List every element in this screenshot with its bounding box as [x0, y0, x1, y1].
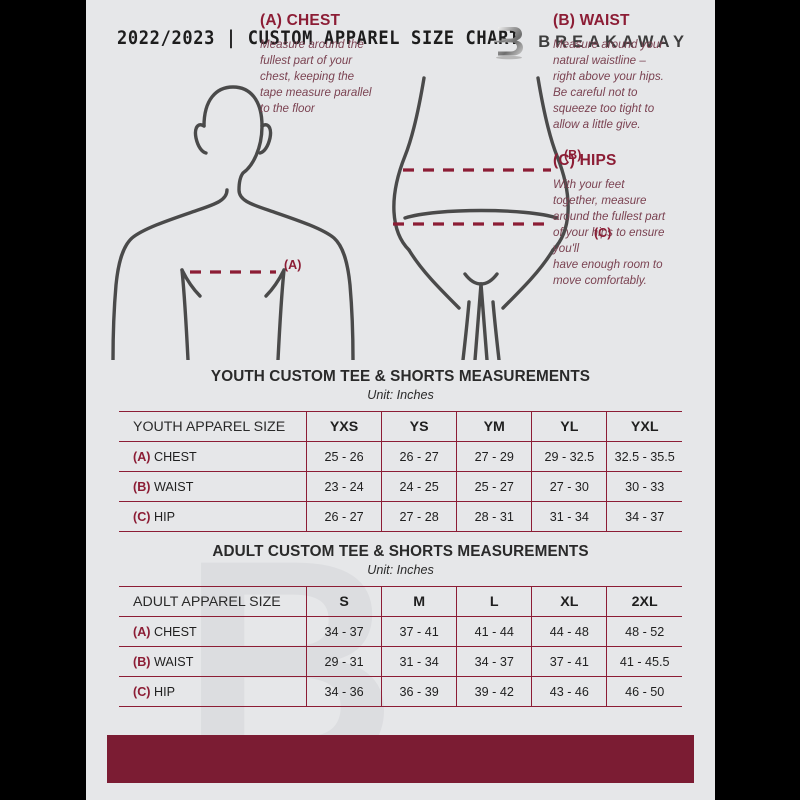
- adult-waist-l: 34 - 37: [456, 646, 533, 677]
- adult-chest-s: 34 - 37: [306, 616, 383, 647]
- youth-size-table-block: YOUTH CUSTOM TEE & SHORTS MEASUREMENTS U…: [86, 368, 715, 532]
- table-row: (A) CHEST 25 - 26 26 - 27 27 - 29 29 - 3…: [119, 441, 682, 472]
- youth-chest-ym: 27 - 29: [456, 441, 533, 472]
- row-label-chest: CHEST: [153, 624, 197, 639]
- instruction-chest: (A) CHEST Measure around the fullest par…: [260, 12, 410, 117]
- youth-waist-yxs: 23 - 24: [306, 471, 383, 502]
- youth-size-col-0: YXS: [306, 411, 383, 442]
- instruction-chest-body: Measure around the fullest part of your …: [260, 38, 372, 115]
- adult-apparel-size-header: ADULT APPAREL SIZE: [119, 586, 307, 617]
- youth-hip-ym: 28 - 31: [456, 501, 533, 532]
- measurement-illustrations: [86, 70, 715, 360]
- adult-size-table: ADULT APPAREL SIZE S M L XL 2XL (A) CHES…: [119, 586, 682, 707]
- marker-b-label: (B): [564, 148, 582, 162]
- page-header: 2022/2023 | CUSTOM APPAREL SIZE CHART: [86, 22, 715, 62]
- adult-table-unit: Unit: Inches: [367, 563, 434, 577]
- youth-chest-yl: 29 - 32.5: [531, 441, 608, 472]
- lower-body-figure: [392, 76, 570, 360]
- adult-chest-m: 37 - 41: [381, 616, 458, 647]
- table-row: (C) HIP 26 - 27 27 - 28 28 - 31 31 - 34 …: [119, 501, 682, 532]
- youth-apparel-size-header: YOUTH APPAREL SIZE: [119, 411, 307, 442]
- table-row: (B) WAIST 29 - 31 31 - 34 34 - 37 37 - 4…: [119, 646, 682, 677]
- youth-row-hip-label: (C) HIP: [119, 501, 307, 532]
- table-row: (A) CHEST 34 - 37 37 - 41 41 - 44 44 - 4…: [119, 616, 682, 647]
- adult-size-col-3: XL: [531, 586, 608, 617]
- instruction-waist-body: Measure around your natural waistline – …: [553, 38, 664, 131]
- youth-size-col-4: YXL: [606, 411, 682, 442]
- table-header-row: ADULT APPAREL SIZE S M L XL 2XL: [119, 586, 682, 617]
- table-row: (C) HIP 34 - 36 36 - 39 39 - 42 43 - 46 …: [119, 676, 682, 707]
- brand-name: BREAKAWAY: [538, 32, 689, 51]
- row-tag-a: (A): [133, 449, 151, 464]
- youth-hip-ys: 27 - 28: [381, 501, 458, 532]
- row-tag-c: (C): [133, 684, 151, 699]
- instruction-waist: (B) WAIST Measure around your natural wa…: [553, 12, 708, 133]
- youth-hip-yxs: 26 - 27: [306, 501, 383, 532]
- adult-chest-xl: 44 - 48: [531, 616, 608, 647]
- youth-waist-ys: 24 - 25: [381, 471, 458, 502]
- youth-waist-yl: 27 - 30: [531, 471, 608, 502]
- breakaway-b-monogram-icon: [494, 27, 524, 60]
- row-label-hip: HIP: [153, 684, 175, 699]
- adult-table-title: ADULT CUSTOM TEE & SHORTS MEASUREMENTS: [212, 543, 589, 560]
- row-tag-b: (B): [133, 479, 151, 494]
- youth-row-waist-label: (B) WAIST: [119, 471, 307, 502]
- adult-chest-l: 41 - 44: [456, 616, 533, 647]
- adult-row-chest-label: (A) CHEST: [119, 616, 307, 647]
- youth-row-chest-label: (A) CHEST: [119, 441, 307, 472]
- adult-size-col-1: M: [381, 586, 458, 617]
- instruction-hips-title: (C) HIPS: [553, 152, 617, 169]
- instruction-waist-title: (B) WAIST: [553, 12, 630, 29]
- page-title: 2022/2023 | CUSTOM APPAREL SIZE CHART: [117, 28, 520, 49]
- table-row: (B) WAIST 23 - 24 24 - 25 25 - 27 27 - 3…: [119, 471, 682, 502]
- row-tag-a: (A): [133, 624, 151, 639]
- youth-size-col-3: YL: [531, 411, 608, 442]
- adult-waist-xl: 37 - 41: [531, 646, 608, 677]
- brand-lockup: BREAKAWAY: [492, 24, 689, 60]
- youth-table-unit: Unit: Inches: [367, 388, 434, 402]
- youth-chest-yxl: 32.5 - 35.5: [606, 441, 682, 472]
- adult-hip-s: 34 - 36: [306, 676, 383, 707]
- adult-size-col-2: L: [456, 586, 533, 617]
- instruction-chest-title: (A) CHEST: [260, 12, 341, 29]
- youth-size-col-2: YM: [456, 411, 533, 442]
- size-chart-page: B 2022/2023 | CUSTOM APPAREL SIZE CHART: [86, 0, 715, 800]
- row-tag-b: (B): [133, 654, 151, 669]
- youth-size-table: YOUTH APPAREL SIZE YXS YS YM YL YXL (A) …: [119, 411, 682, 532]
- youth-chest-ys: 26 - 27: [381, 441, 458, 472]
- instruction-hips-body: With your feet together, measure around …: [553, 178, 666, 287]
- marker-c-label: (C): [594, 226, 612, 240]
- adult-hip-xl: 43 - 46: [531, 676, 608, 707]
- youth-size-col-1: YS: [381, 411, 458, 442]
- footer-accent-bar: [107, 735, 694, 783]
- row-label-waist: WAIST: [153, 479, 194, 494]
- adult-size-table-block: ADULT CUSTOM TEE & SHORTS MEASUREMENTS U…: [86, 543, 715, 707]
- adult-waist-s: 29 - 31: [306, 646, 383, 677]
- adult-hip-2xl: 46 - 50: [606, 676, 682, 707]
- youth-waist-yxl: 30 - 33: [606, 471, 682, 502]
- adult-size-col-0: S: [306, 586, 383, 617]
- adult-row-waist-label: (B) WAIST: [119, 646, 307, 677]
- adult-waist-m: 31 - 34: [381, 646, 458, 677]
- youth-hip-yxl: 34 - 37: [606, 501, 682, 532]
- youth-table-title: YOUTH CUSTOM TEE & SHORTS MEASUREMENTS: [210, 368, 591, 385]
- row-label-chest: CHEST: [153, 449, 197, 464]
- upper-body-figure: [111, 85, 355, 360]
- adult-hip-l: 39 - 42: [456, 676, 533, 707]
- adult-waist-2xl: 41 - 45.5: [606, 646, 682, 677]
- instruction-hips: (C) HIPS With your feet together, measur…: [553, 152, 711, 289]
- youth-chest-yxs: 25 - 26: [306, 441, 383, 472]
- adult-chest-2xl: 48 - 52: [606, 616, 682, 647]
- marker-a-label: (A): [284, 258, 302, 272]
- table-header-row: YOUTH APPAREL SIZE YXS YS YM YL YXL: [119, 411, 682, 442]
- adult-row-hip-label: (C) HIP: [119, 676, 307, 707]
- row-tag-c: (C): [133, 509, 151, 524]
- row-label-hip: HIP: [153, 509, 175, 524]
- youth-waist-ym: 25 - 27: [456, 471, 533, 502]
- row-label-waist: WAIST: [153, 654, 194, 669]
- adult-size-col-4: 2XL: [606, 586, 682, 617]
- youth-hip-yl: 31 - 34: [531, 501, 608, 532]
- adult-hip-m: 36 - 39: [381, 676, 458, 707]
